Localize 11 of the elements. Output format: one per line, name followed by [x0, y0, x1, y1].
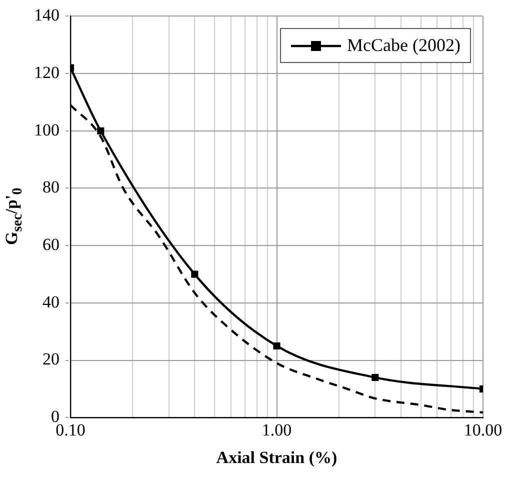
y-tick-label: 80 [42, 178, 60, 197]
y-tick-label: 40 [42, 292, 60, 312]
y-tick-label: 100 [34, 120, 60, 140]
x-tick-label: 1.00 [262, 420, 292, 440]
y-tick-label: 20 [42, 350, 60, 369]
y-tick-label: 120 [34, 63, 60, 82]
y-tick-label: 140 [34, 6, 60, 25]
x-axis-title: Axial Strain (%) [215, 448, 338, 468]
x-tick-label: 10.00 [464, 420, 502, 440]
y-tick-label: 60 [42, 235, 60, 254]
legend-label: McCabe (2002) [347, 35, 460, 56]
